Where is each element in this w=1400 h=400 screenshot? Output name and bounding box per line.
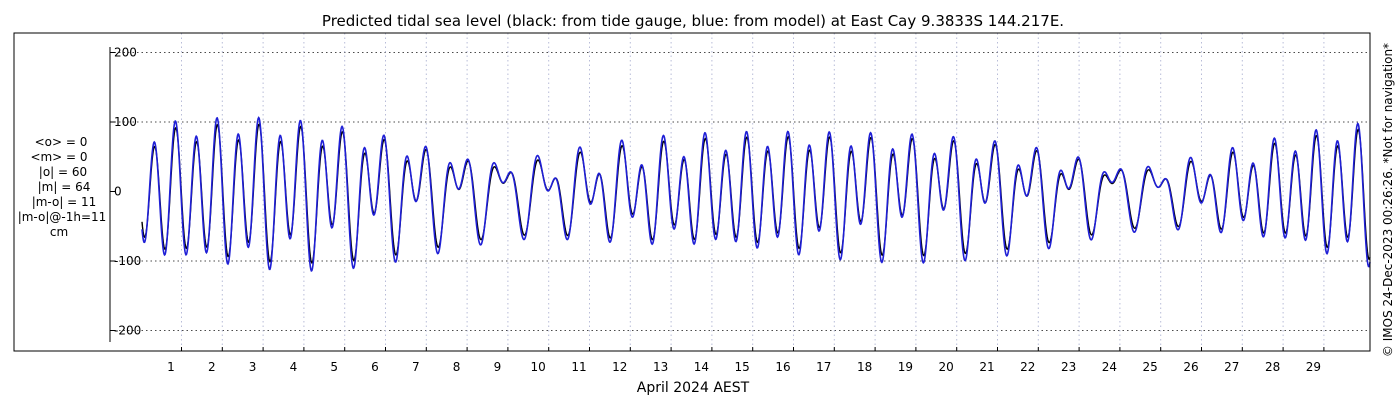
x-tick-label: 4 bbox=[290, 360, 298, 374]
x-tick-label: 17 bbox=[816, 360, 831, 374]
stats-line: <o> = 0 bbox=[35, 135, 88, 149]
x-tick-label: 18 bbox=[857, 360, 872, 374]
x-tick-label: 1 bbox=[167, 360, 175, 374]
plot-area bbox=[13, 32, 1371, 352]
x-tick-label: 2 bbox=[208, 360, 216, 374]
y-tick-label: -100 bbox=[114, 254, 141, 268]
stats-line: cm bbox=[50, 225, 68, 239]
series-line-model bbox=[141, 116, 1371, 272]
x-tick-label: 27 bbox=[1224, 360, 1239, 374]
x-tick-label: 8 bbox=[453, 360, 461, 374]
x-tick-label: 19 bbox=[898, 360, 913, 374]
stats-block: <o> = 0<m> = 0|o| = 60|m| = 64|m-o| = 11… bbox=[18, 135, 107, 239]
x-tick-label: 25 bbox=[1143, 360, 1158, 374]
stats-line: |m| = 64 bbox=[38, 180, 91, 194]
y-tick-label: -200 bbox=[114, 324, 141, 338]
stats-line: |m-o|@-1h=11 bbox=[18, 210, 107, 224]
x-tick-label: 13 bbox=[653, 360, 668, 374]
stats-line: |o| = 60 bbox=[39, 165, 87, 179]
x-tick-label: 20 bbox=[939, 360, 954, 374]
stats-line: |m-o| = 11 bbox=[32, 195, 97, 209]
y-axis: -200 -100 0 100 200 bbox=[109, 46, 141, 342]
x-tick-label: 28 bbox=[1265, 360, 1280, 374]
y-tick-label: 0 bbox=[114, 185, 122, 199]
x-tick-label: 16 bbox=[775, 360, 790, 374]
x-tick-label: 29 bbox=[1306, 360, 1321, 374]
x-tick-label: 6 bbox=[371, 360, 379, 374]
x-tick-label: 15 bbox=[735, 360, 750, 374]
x-tick-label: 7 bbox=[412, 360, 420, 374]
y-tick-label: 100 bbox=[114, 115, 137, 129]
chart-title: Predicted tidal sea level (black: from t… bbox=[322, 12, 1064, 30]
grid bbox=[110, 33, 1370, 351]
x-tick-label: 3 bbox=[249, 360, 257, 374]
x-axis-label: April 2024 AEST bbox=[637, 380, 750, 396]
x-axis: 1 2 3 4 5 6 7 8 9 10 11 12 13 14 15 16 17 18 19 20 21 22 23 24 2… bbox=[167, 347, 1325, 374]
x-tick-label: 12 bbox=[612, 360, 627, 374]
x-tick-label: 10 bbox=[531, 360, 546, 374]
y-tick-label: 200 bbox=[114, 46, 137, 60]
x-tick-label: 9 bbox=[494, 360, 502, 374]
x-tick-label: 11 bbox=[571, 360, 586, 374]
x-tick-label: 26 bbox=[1183, 360, 1198, 374]
copyright-notice: © IMOS 24-Dec-2023 00:26:26. *Not for na… bbox=[1381, 43, 1395, 357]
x-tick-label: 5 bbox=[330, 360, 338, 374]
x-tick-label: 24 bbox=[1102, 360, 1117, 374]
x-tick-label: 22 bbox=[1020, 360, 1035, 374]
stats-line: <m> = 0 bbox=[30, 150, 87, 164]
x-tick-label: 23 bbox=[1061, 360, 1076, 374]
x-tick-label: 21 bbox=[979, 360, 994, 374]
series-layer bbox=[141, 116, 1371, 272]
x-tick-label: 14 bbox=[694, 360, 709, 374]
